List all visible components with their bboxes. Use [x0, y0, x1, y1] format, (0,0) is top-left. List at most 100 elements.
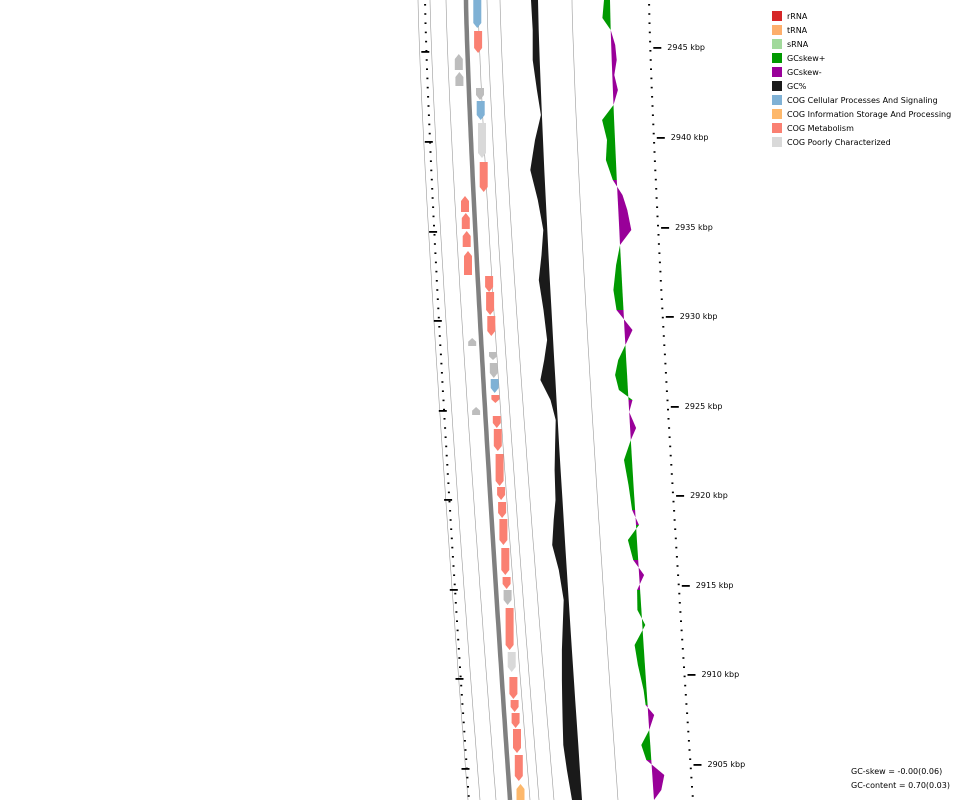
- gc-skew-segment: [602, 18, 611, 30]
- gene-feature: [492, 416, 501, 428]
- ruler-minor-tick: [654, 169, 657, 172]
- ruler-minor-tick: [453, 583, 456, 586]
- ruler-minor-tick: [433, 234, 436, 236]
- ruler-minor-tick: [649, 50, 652, 52]
- gene-feature: [491, 395, 500, 403]
- ruler-minor-tick: [663, 344, 666, 346]
- ruler-major-tick: [461, 768, 470, 770]
- ruler-minor-tick: [653, 142, 656, 144]
- ruler-minor-tick: [681, 638, 684, 641]
- ruler-minor-tick: [670, 464, 673, 466]
- gene-feature: [455, 72, 464, 86]
- legend-item-trna: tRNA: [772, 23, 951, 37]
- ruler-minor-tick: [437, 307, 440, 310]
- gene-feature: [485, 276, 494, 292]
- ruler-minor-tick: [467, 786, 469, 788]
- ruler-minor-tick: [463, 730, 466, 733]
- ruler-minor-tick: [459, 666, 461, 668]
- ruler-minor-tick: [444, 427, 447, 429]
- ruler-minor-tick: [651, 114, 654, 116]
- ruler-minor-tick: [446, 473, 449, 475]
- ruler-minor-tick: [443, 408, 445, 411]
- ruler-minor-tick: [667, 418, 670, 420]
- ruler-minor-tick: [661, 307, 664, 310]
- guide-line: [429, 0, 481, 800]
- ruler-minor-tick: [425, 59, 428, 61]
- ruler-minor-tick: [655, 188, 658, 190]
- ruler-minor-tick: [659, 280, 662, 282]
- gc-skew-segment: [630, 428, 637, 440]
- gene-feature: [505, 608, 514, 650]
- ruler-minor-tick: [683, 675, 686, 678]
- ruler-minor-tick: [649, 59, 652, 61]
- ruler-minor-tick: [664, 362, 667, 365]
- gc-skew-segment: [617, 195, 628, 210]
- ruler-minor-tick: [683, 666, 685, 668]
- ruler-minor-tick: [427, 114, 430, 116]
- legend-swatch: [772, 109, 782, 119]
- ruler-minor-tick: [440, 362, 443, 365]
- gc-skew-segment: [616, 245, 622, 265]
- ruler-minor-tick: [678, 592, 681, 595]
- ruler-major-tick: [433, 320, 442, 322]
- gc-skew-segment: [611, 60, 617, 75]
- gc-skew-segment: [602, 105, 615, 120]
- legend: rRNA tRNA sRNA GCskew+ GCskew- GC% COG C…: [772, 9, 951, 149]
- guide-line: [499, 0, 555, 800]
- gc-skew-segment: [624, 330, 633, 345]
- legend-label: GCskew-: [787, 67, 822, 77]
- ruler-minor-tick: [652, 132, 655, 135]
- ruler-major-tick: [455, 678, 464, 680]
- gene-feature: [461, 213, 470, 229]
- ruler-minor-tick: [680, 629, 683, 632]
- legend-item-cog-metabolism: COG Metabolism: [772, 121, 951, 135]
- ruler-minor-tick: [437, 316, 440, 319]
- ruler-minor-tick: [648, 4, 651, 6]
- ruler-minor-tick: [664, 372, 667, 374]
- legend-item-gcskew-minus: GCskew-: [772, 65, 951, 79]
- ruler-minor-tick: [651, 96, 654, 98]
- ruler-minor-tick: [648, 31, 651, 34]
- ruler-minor-tick: [456, 629, 459, 632]
- gc-skew-segment: [611, 45, 617, 60]
- ruler-minor-tick: [428, 132, 431, 135]
- gene-feature: [516, 784, 525, 800]
- ruler-minor-tick: [668, 436, 671, 438]
- ruler-minor-tick: [427, 96, 430, 98]
- gc-skew-segment: [602, 120, 615, 140]
- gene-feature: [461, 196, 469, 212]
- ruler-major-tick: [665, 316, 674, 318]
- gene-feature-track: [454, 0, 525, 800]
- ruler-minor-tick: [426, 77, 429, 80]
- guide-line: [486, 0, 540, 800]
- ruler-minor-tick: [657, 224, 659, 227]
- ruler-minor-tick: [650, 68, 652, 70]
- stats-summary: GC-skew = -0.00(0.06) GC-content = 0.70(…: [851, 765, 950, 793]
- gene-feature: [503, 590, 512, 605]
- ruler-minor-tick: [451, 556, 454, 558]
- ruler-minor-tick: [684, 684, 687, 687]
- legend-label: GCskew+: [787, 53, 826, 63]
- ruler-minor-tick: [454, 602, 457, 604]
- guide-line: [417, 0, 469, 800]
- ruler-minor-tick: [434, 252, 437, 254]
- gc-skew-segment: [652, 775, 665, 790]
- gc-skew-segment: [624, 440, 632, 460]
- ruler-minor-tick: [669, 454, 672, 457]
- ruler-minor-tick: [428, 123, 431, 126]
- ruler-minor-tick: [449, 510, 452, 512]
- ruler-minor-tick: [691, 786, 693, 788]
- ruler-minor-tick: [663, 353, 666, 356]
- gene-feature: [476, 101, 485, 120]
- ruler-minor-tick: [430, 178, 433, 181]
- gc-skew-segment: [641, 745, 652, 760]
- gene-feature: [501, 548, 510, 575]
- ruler-minor-tick: [678, 602, 681, 604]
- gc-skew-segment: [634, 625, 646, 645]
- legend-swatch: [772, 53, 782, 63]
- gc-skew-segment: [628, 400, 633, 412]
- legend-swatch: [772, 39, 782, 49]
- ruler-minor-tick: [453, 574, 456, 576]
- gc-skew-segment: [637, 575, 645, 590]
- ruler-minor-tick: [656, 206, 659, 208]
